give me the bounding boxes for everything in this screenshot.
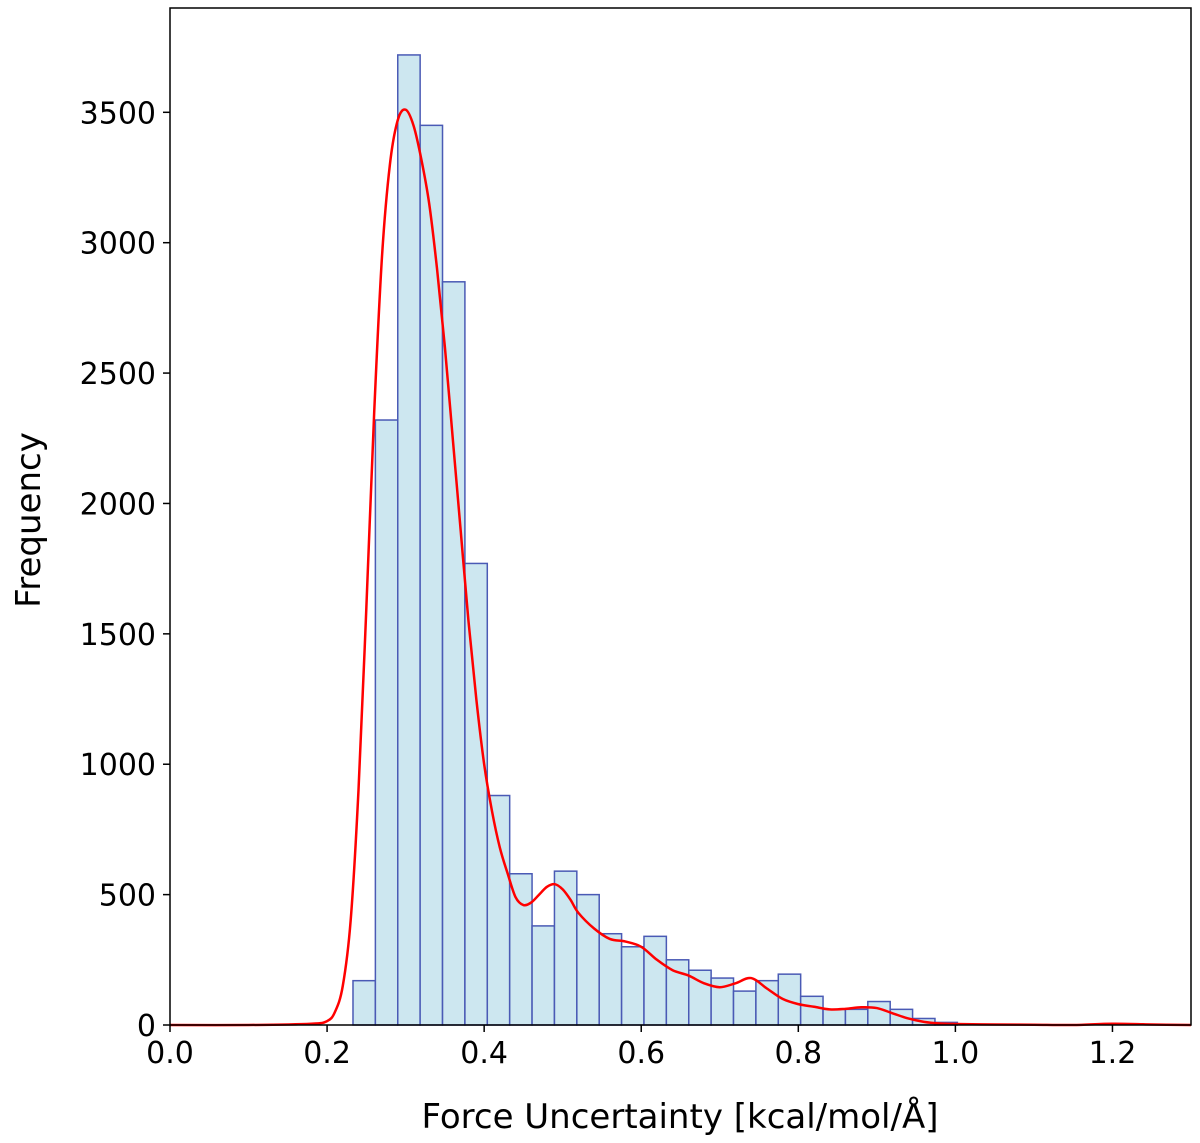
histogram-bar — [531, 925, 556, 1026]
y-tick-label: 500 — [99, 879, 156, 914]
histogram-bar — [397, 54, 421, 1026]
x-tick-label: 1.2 — [1089, 1036, 1137, 1071]
x-tick-label: 1.0 — [932, 1036, 980, 1071]
x-tick-label: 0.0 — [146, 1036, 194, 1071]
histogram-bar — [844, 1008, 869, 1026]
kde-curve — [169, 108, 1192, 1027]
histogram-bar — [620, 946, 645, 1026]
histogram-bar — [486, 794, 511, 1026]
histogram-bar — [419, 124, 444, 1026]
y-tick-label: 3000 — [80, 227, 156, 262]
y-tick-label: 2000 — [80, 487, 156, 522]
histogram-bars — [352, 54, 959, 1026]
histogram-bar — [441, 281, 466, 1026]
x-axis-ticks: 0.0 0.2 0.4 0.6 0.8 1.0 1.2 — [146, 1025, 1136, 1071]
histogram-bar — [822, 1008, 847, 1026]
histogram-bar — [643, 935, 668, 1026]
histogram-bar — [732, 990, 757, 1026]
y-tick-label: 0 — [137, 1009, 156, 1044]
histogram-bar — [374, 419, 399, 1026]
histogram-bar — [598, 932, 623, 1026]
y-axis-ticks: 0 500 1000 1500 2000 2500 3000 3500 — [80, 96, 170, 1044]
histogram-bar — [352, 979, 377, 1026]
x-tick-label: 0.6 — [617, 1036, 665, 1071]
y-tick-label: 2500 — [80, 357, 156, 392]
plot-frame — [169, 7, 1192, 1026]
x-tick-label: 0.8 — [774, 1036, 822, 1071]
histogram-bar — [464, 562, 489, 1026]
x-tick-label: 0.2 — [303, 1036, 351, 1071]
x-axis-label: Force Uncertainty [kcal/mol/Å] — [422, 1096, 939, 1137]
y-axis-label: Frequency — [9, 432, 49, 608]
histogram-bar — [799, 995, 824, 1026]
y-tick-label: 1500 — [80, 618, 156, 653]
histogram-bar — [867, 1000, 891, 1026]
histogram-bar — [508, 873, 533, 1026]
y-tick-label: 1000 — [80, 748, 156, 783]
y-tick-label: 3500 — [80, 96, 156, 131]
x-tick-label: 0.4 — [460, 1036, 508, 1071]
